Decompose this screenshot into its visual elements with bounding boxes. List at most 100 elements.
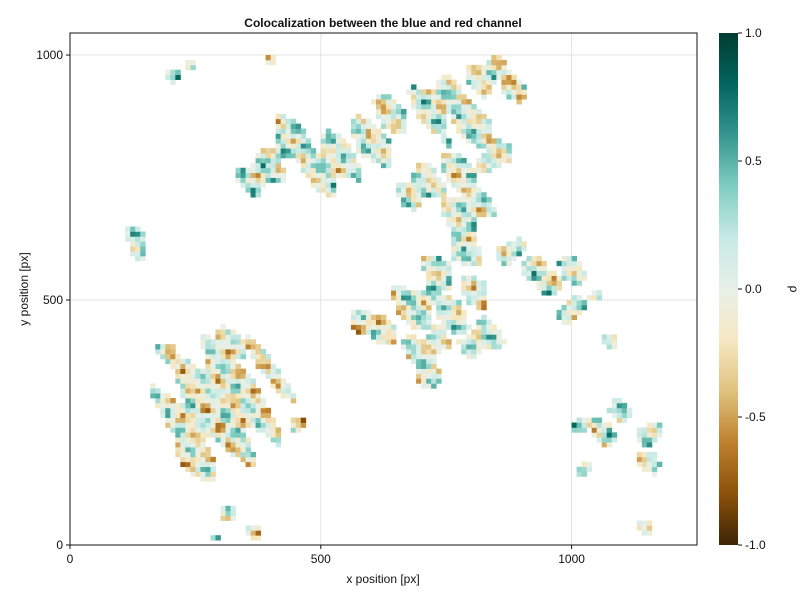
heat-cell: [370, 143, 377, 149]
heat-cell: [130, 231, 136, 237]
heat-cell: [461, 319, 467, 325]
heat-cell: [260, 148, 267, 154]
heat-cell: [220, 378, 226, 384]
heat-cell: [436, 339, 442, 345]
heat-cell: [591, 417, 598, 423]
heat-cell: [416, 167, 422, 174]
heat-cell: [295, 157, 302, 164]
heat-cell: [185, 451, 191, 458]
heat-cell: [185, 417, 191, 423]
heat-cell: [426, 182, 432, 188]
heat-cell: [646, 466, 653, 472]
heat-cell: [471, 182, 477, 188]
heat-cell: [471, 280, 477, 286]
heat-cell: [621, 417, 628, 423]
heat-cell: [275, 437, 282, 443]
heat-cell: [375, 329, 382, 335]
heat-cell: [325, 187, 332, 193]
heat-cell: [230, 417, 236, 423]
heat-cell: [170, 427, 176, 433]
heat-cell: [375, 108, 382, 115]
heat-cell: [250, 398, 256, 404]
heat-cell: [280, 128, 287, 134]
heat-cell: [250, 167, 256, 174]
heat-cell: [451, 118, 457, 125]
x-tick-label-1: 500: [311, 552, 331, 566]
heat-cell: [190, 64, 196, 71]
heat-cell: [295, 133, 302, 139]
heat-cell: [325, 153, 332, 159]
heat-cell: [215, 535, 221, 541]
heat-cell: [175, 432, 181, 438]
heat-cell: [411, 104, 417, 110]
heat-cell: [431, 358, 437, 365]
heat-cell: [471, 167, 477, 174]
heat-cell: [626, 407, 633, 414]
heat-cell: [386, 138, 392, 144]
heat-cell: [456, 172, 462, 178]
heat-cell: [391, 324, 397, 330]
heat-cell: [265, 373, 272, 379]
heat-cell: [481, 123, 487, 129]
heat-cell: [471, 202, 477, 208]
heat-cell: [250, 412, 256, 419]
heat-cell: [456, 314, 462, 321]
heat-cell: [531, 270, 537, 276]
heat-cell: [586, 295, 593, 301]
heat-cell: [380, 314, 387, 321]
heat-cell: [516, 246, 522, 252]
heat-cell: [275, 113, 282, 120]
heat-cell: [651, 437, 658, 443]
heat-cell: [511, 94, 517, 100]
heat-cell: [240, 373, 246, 379]
heat-cell: [315, 157, 322, 164]
heat-cell: [416, 304, 422, 311]
heat-cell: [355, 118, 362, 125]
heat-cell: [260, 368, 267, 374]
heat-cell: [426, 123, 432, 129]
heat-cell: [280, 113, 287, 120]
heat-cell: [396, 123, 402, 129]
heat-cell: [386, 324, 392, 330]
heat-cell: [426, 94, 432, 100]
heat-cell: [300, 133, 307, 139]
heat-cell: [210, 344, 216, 350]
heat-cell: [340, 138, 347, 144]
heat-cell: [641, 437, 648, 443]
heat-cell: [180, 358, 186, 365]
heat-cell: [471, 216, 477, 223]
heat-cell: [436, 108, 442, 115]
heat-cell: [380, 339, 387, 345]
heat-cell: [330, 133, 337, 139]
heat-cell: [461, 275, 467, 281]
heat-cell: [235, 339, 241, 345]
heat-cell: [240, 344, 246, 350]
heat-cell: [155, 344, 161, 350]
heat-cell: [295, 123, 302, 129]
heat-cell: [335, 162, 342, 169]
heat-cell: [471, 113, 477, 120]
heat-cell: [230, 515, 236, 521]
heat-cell: [250, 525, 256, 531]
heat-cell: [466, 113, 472, 120]
heat-cell: [320, 182, 327, 188]
heat-cell: [406, 202, 412, 208]
heat-cell: [355, 143, 362, 149]
heat-cell: [160, 344, 166, 350]
heat-cell: [491, 59, 497, 66]
heat-cell: [441, 265, 447, 272]
heat-cell: [436, 187, 442, 193]
heat-cell: [466, 231, 472, 237]
heat-cell: [421, 304, 427, 311]
heat-cell: [556, 285, 562, 291]
heat-cell: [436, 177, 442, 183]
heat-cell: [396, 182, 402, 188]
heat-cell: [165, 69, 171, 76]
heat-cell: [476, 64, 482, 71]
heat-cell: [310, 162, 317, 169]
heat-cell: [466, 334, 472, 340]
heat-cell: [411, 344, 417, 350]
heat-cell: [245, 167, 251, 174]
heat-cell: [200, 427, 206, 433]
heat-cell: [461, 216, 467, 223]
